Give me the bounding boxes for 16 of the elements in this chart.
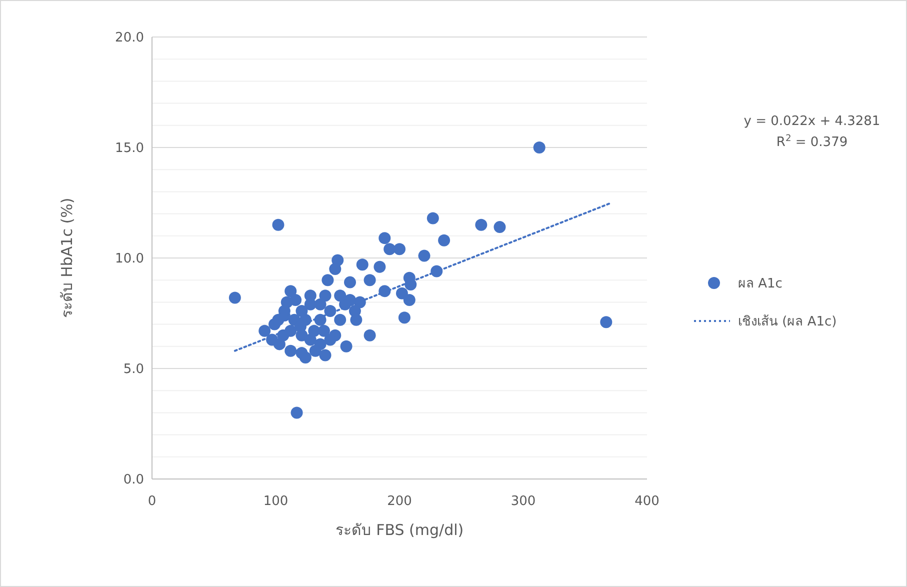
y-tick-label: 15.0 — [115, 141, 144, 156]
x-tick-label: 300 — [510, 494, 536, 509]
x-tick-label: 400 — [634, 494, 660, 509]
y-axis-title: ระดับ HbA1c (%) — [58, 198, 76, 318]
x-tick-label: 200 — [387, 494, 412, 509]
legend-label: ผล A1c — [738, 276, 782, 292]
x-tick-label: 100 — [263, 494, 288, 509]
y-tick-label: 10.0 — [115, 252, 144, 267]
text: y = 0.022x + 4.3281 — [744, 114, 880, 129]
y-tick-label: 0.0 — [123, 472, 144, 488]
x-axis-title: ระดับ FBS (mg/dl) — [335, 521, 464, 539]
legend-label: เชิงเส้น (ผล A1c) — [738, 314, 837, 330]
y-tick-label: 20.0 — [115, 30, 144, 46]
text: R$^{2}$ = 0.379 — [776, 134, 848, 150]
x-tick-label: 0 — [148, 494, 156, 509]
y-tick-label: 5.0 — [123, 362, 144, 378]
